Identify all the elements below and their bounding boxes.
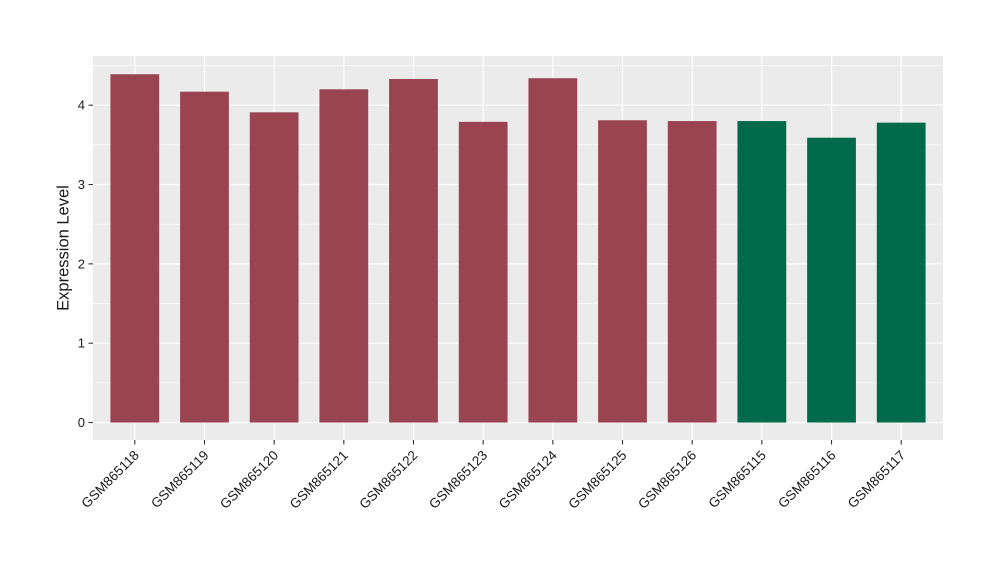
y-tick-label: 2 bbox=[78, 256, 85, 271]
plot-panel-background bbox=[93, 56, 943, 440]
bar-GSM865124 bbox=[528, 78, 578, 423]
y-tick-label: 3 bbox=[78, 177, 85, 192]
bar-GSM865117 bbox=[876, 122, 926, 423]
y-tick-label: 1 bbox=[78, 336, 85, 351]
bar-GSM865116 bbox=[807, 137, 856, 423]
bar-GSM865121 bbox=[319, 89, 369, 423]
bar-GSM865122 bbox=[389, 79, 438, 423]
bar-GSM865120 bbox=[249, 112, 299, 423]
x-tick-label: GSM865117 bbox=[845, 448, 909, 512]
bar-GSM865123 bbox=[458, 121, 508, 423]
x-tick-label: GSM865123 bbox=[426, 448, 490, 512]
x-tick-label: GSM865122 bbox=[356, 448, 420, 512]
x-tick-label: GSM865119 bbox=[148, 448, 212, 512]
bar-GSM865126 bbox=[667, 121, 717, 423]
bar-GSM865119 bbox=[180, 91, 229, 423]
x-tick-label: GSM865121 bbox=[287, 448, 351, 512]
x-tick-label: GSM865126 bbox=[635, 448, 699, 512]
x-tick-label: GSM865118 bbox=[78, 448, 142, 512]
x-tick-label: GSM865125 bbox=[565, 448, 629, 512]
bar-GSM865118 bbox=[110, 74, 160, 423]
bar-GSM865125 bbox=[598, 120, 647, 423]
bar-GSM865115 bbox=[737, 121, 787, 423]
x-tick-label: GSM865116 bbox=[775, 448, 839, 512]
y-tick-label: 4 bbox=[78, 98, 85, 113]
x-tick-label: GSM865120 bbox=[217, 448, 281, 512]
x-tick-label: GSM865115 bbox=[705, 448, 769, 512]
y-tick-label: 0 bbox=[78, 415, 85, 430]
y-axis-title: Expression Level bbox=[54, 185, 73, 311]
x-tick-label: GSM865124 bbox=[496, 447, 561, 512]
